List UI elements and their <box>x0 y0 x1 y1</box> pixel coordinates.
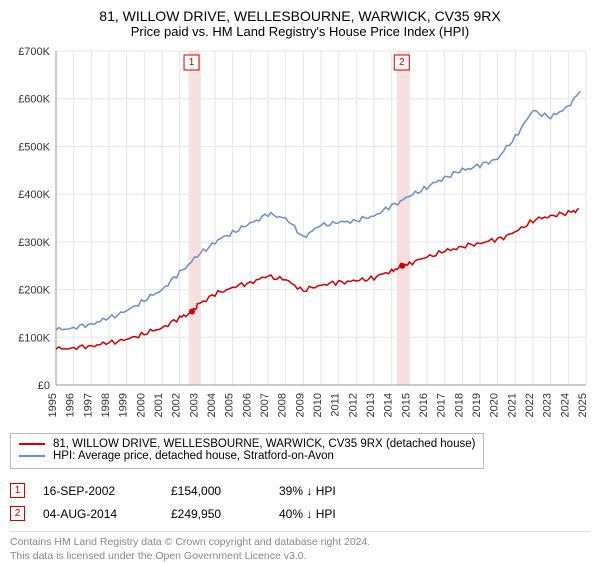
svg-text:2011: 2011 <box>330 393 342 417</box>
chart-svg: £0 £100K £200K £300K £400K £500K £600K £700K 199… <box>10 45 590 425</box>
sale-date: 04-AUG-2014 <box>43 507 153 521</box>
sale-row: 1 16-SEP-2002 £154,000 39% ↓ HPI <box>10 479 590 502</box>
arrow-down-icon: ↓ <box>306 484 312 498</box>
svg-text:2: 2 <box>399 57 405 68</box>
svg-text:2025: 2025 <box>577 393 589 417</box>
sale-price: £249,950 <box>171 507 261 521</box>
chart-legend: 81, WILLOW DRIVE, WELLESBOURNE, WARWICK,… <box>10 433 484 469</box>
sale-vs-label: HPI <box>316 507 336 521</box>
legend-label: 81, WILLOW DRIVE, WELLESBOURNE, WARWICK,… <box>53 438 475 450</box>
sales-table: 1 16-SEP-2002 £154,000 39% ↓ HPI 2 04-AU… <box>10 479 590 525</box>
legend-swatch <box>19 443 45 445</box>
svg-text:2008: 2008 <box>277 393 289 417</box>
svg-text:£100K: £100K <box>18 332 50 344</box>
attribution-line: Contains HM Land Registry data © Crown c… <box>10 536 590 550</box>
svg-text:2014: 2014 <box>383 393 395 417</box>
svg-text:£500K: £500K <box>18 141 50 153</box>
svg-text:1995: 1995 <box>47 393 59 417</box>
sale-row: 2 04-AUG-2014 £249,950 40% ↓ HPI <box>10 502 590 525</box>
sale-marker-icon: 1 <box>10 483 25 498</box>
svg-text:2021: 2021 <box>506 393 518 417</box>
legend-swatch <box>19 455 45 457</box>
svg-text:2000: 2000 <box>135 393 147 417</box>
svg-text:2016: 2016 <box>418 393 430 417</box>
svg-text:2012: 2012 <box>347 393 359 417</box>
attribution: Contains HM Land Registry data © Crown c… <box>10 531 590 563</box>
sale-vs-label: HPI <box>316 484 336 498</box>
svg-text:1997: 1997 <box>82 393 94 417</box>
sale-marker-icon: 2 <box>10 506 25 521</box>
svg-text:1: 1 <box>189 57 195 68</box>
price-chart: £0 £100K £200K £300K £400K £500K £600K £700K 199… <box>10 45 590 425</box>
legend-label: HPI: Average price, detached house, Stra… <box>53 450 334 462</box>
page-subtitle: Price paid vs. HM Land Registry's House … <box>10 24 590 39</box>
svg-text:2013: 2013 <box>365 393 377 417</box>
svg-text:2010: 2010 <box>312 393 324 417</box>
svg-text:1996: 1996 <box>65 393 77 417</box>
svg-text:£300K: £300K <box>18 237 50 249</box>
svg-text:2002: 2002 <box>171 393 183 417</box>
svg-text:2005: 2005 <box>224 393 236 417</box>
legend-row: HPI: Average price, detached house, Stra… <box>19 450 475 462</box>
svg-text:2017: 2017 <box>436 393 448 417</box>
svg-text:£600K: £600K <box>18 94 50 106</box>
attribution-line: This data is licensed under the Open Gov… <box>10 550 590 563</box>
arrow-down-icon: ↓ <box>306 507 312 521</box>
svg-text:2006: 2006 <box>241 393 253 417</box>
svg-text:£0: £0 <box>38 380 50 392</box>
svg-text:2004: 2004 <box>206 393 218 417</box>
svg-text:2024: 2024 <box>559 393 571 417</box>
sale-date: 16-SEP-2002 <box>43 484 153 498</box>
svg-text:£700K: £700K <box>18 46 50 58</box>
svg-text:£400K: £400K <box>18 189 50 201</box>
svg-text:2009: 2009 <box>294 393 306 417</box>
svg-text:2007: 2007 <box>259 393 271 417</box>
svg-text:2020: 2020 <box>489 393 501 417</box>
svg-text:1999: 1999 <box>118 393 130 417</box>
svg-text:2023: 2023 <box>542 393 554 417</box>
svg-text:2015: 2015 <box>400 393 412 417</box>
svg-text:2018: 2018 <box>453 393 465 417</box>
sale-price: £154,000 <box>171 484 261 498</box>
svg-text:2022: 2022 <box>524 393 536 417</box>
sale-diff-pct: 39% <box>279 484 303 498</box>
sale-diff-pct: 40% <box>279 507 303 521</box>
svg-text:2003: 2003 <box>188 393 200 417</box>
svg-text:2019: 2019 <box>471 393 483 417</box>
page-title: 81, WILLOW DRIVE, WELLESBOURNE, WARWICK,… <box>10 8 590 24</box>
legend-row: 81, WILLOW DRIVE, WELLESBOURNE, WARWICK,… <box>19 438 475 450</box>
svg-text:1998: 1998 <box>100 393 112 417</box>
svg-text:2001: 2001 <box>153 393 165 417</box>
svg-text:£200K: £200K <box>18 285 50 297</box>
